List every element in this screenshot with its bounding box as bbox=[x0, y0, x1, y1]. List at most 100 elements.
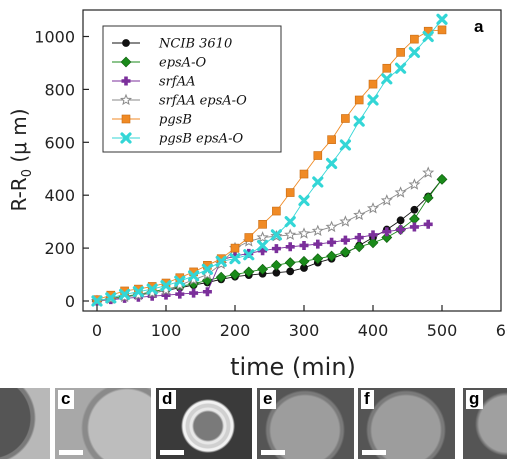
legend-label: pgsB epsA-O bbox=[159, 132, 243, 147]
data-point bbox=[147, 291, 157, 301]
data-point bbox=[354, 233, 364, 243]
data-point bbox=[339, 139, 351, 151]
data-point bbox=[215, 271, 227, 283]
data-point bbox=[436, 13, 448, 25]
legend: NCIB 3610 epsA-O srfAA srfAA epsA-O pgsB pgsB… bbox=[102, 25, 282, 153]
data-point bbox=[215, 255, 227, 267]
data-point bbox=[396, 48, 405, 57]
y-axis-title-main: R-R bbox=[7, 177, 31, 211]
data-point bbox=[270, 259, 282, 271]
legend-marker bbox=[122, 39, 130, 47]
data-point bbox=[410, 34, 419, 44]
data-point bbox=[353, 241, 365, 253]
data-point bbox=[366, 202, 380, 214]
data-point bbox=[298, 194, 310, 207]
legend-label: srfAA epsA-O bbox=[159, 94, 247, 109]
y-tick-label: 600 bbox=[44, 133, 75, 152]
y-tick-label: 800 bbox=[44, 80, 75, 99]
data-point bbox=[381, 73, 393, 85]
data-point bbox=[230, 251, 240, 261]
legend-label: epsA-O bbox=[159, 56, 206, 71]
y-tick-label: 400 bbox=[44, 186, 75, 205]
data-point bbox=[271, 244, 281, 254]
y-tick-label: 0 bbox=[65, 292, 75, 311]
x-tick-label: 400 bbox=[358, 321, 389, 340]
data-point bbox=[189, 288, 199, 298]
data-point bbox=[229, 253, 241, 265]
data-point bbox=[257, 239, 269, 252]
data-point bbox=[299, 169, 309, 179]
data-point bbox=[408, 46, 420, 58]
data-point bbox=[367, 237, 379, 249]
growth-chart: 0 100 200 300 400 500 600 0 200 400 600 800 1000 NCI… bbox=[7, 9, 507, 381]
data-point bbox=[174, 275, 186, 287]
data-point bbox=[243, 266, 255, 278]
micrograph-c: c bbox=[55, 388, 151, 459]
data-point bbox=[160, 280, 172, 292]
micrograph-b bbox=[0, 388, 50, 459]
axis-ticks: 0 100 200 300 400 500 600 0 200 400 600 800 1000 bbox=[34, 28, 507, 341]
panel-tag: d bbox=[159, 390, 177, 409]
data-point bbox=[119, 288, 131, 300]
data-point bbox=[326, 157, 338, 170]
x-tick-label: 100 bbox=[151, 321, 182, 340]
data-point bbox=[408, 178, 421, 190]
y-axis-title: R-R0 (μ m) bbox=[7, 108, 35, 211]
scale-bar bbox=[160, 450, 184, 455]
data-point bbox=[380, 194, 393, 206]
series-5 bbox=[91, 13, 448, 307]
legend-box bbox=[102, 25, 282, 153]
data-point bbox=[91, 295, 103, 307]
data-point bbox=[105, 292, 117, 304]
series-4 bbox=[92, 25, 447, 304]
data-point bbox=[422, 166, 435, 178]
micrograph-f: f bbox=[358, 388, 455, 459]
data-point bbox=[353, 115, 365, 127]
legend-marker bbox=[121, 114, 131, 124]
data-point bbox=[325, 220, 338, 233]
data-point bbox=[327, 135, 336, 144]
data-point bbox=[297, 227, 311, 239]
data-point bbox=[382, 227, 392, 237]
data-point bbox=[257, 263, 269, 275]
data-point bbox=[284, 257, 296, 269]
data-point bbox=[312, 253, 324, 265]
legend-marker bbox=[121, 76, 131, 86]
data-point bbox=[368, 79, 378, 89]
data-point bbox=[202, 287, 212, 297]
data-point bbox=[258, 246, 268, 256]
data-point bbox=[244, 233, 254, 242]
data-point bbox=[230, 243, 240, 253]
x-tick-label: 300 bbox=[289, 321, 320, 340]
data-point bbox=[229, 269, 241, 280]
data-series bbox=[90, 13, 448, 307]
colony-image bbox=[0, 388, 50, 459]
data-point bbox=[161, 290, 171, 300]
data-point bbox=[327, 237, 337, 247]
data-point bbox=[284, 228, 297, 241]
data-point bbox=[201, 263, 213, 275]
legend-label: srfAA bbox=[159, 75, 195, 90]
scale-bar bbox=[362, 450, 386, 455]
data-point bbox=[256, 231, 269, 243]
panel-tag: c bbox=[58, 390, 75, 409]
data-point bbox=[410, 205, 419, 214]
data-point bbox=[298, 255, 310, 267]
x-axis-title: time (min) bbox=[230, 353, 356, 381]
data-point bbox=[258, 219, 267, 229]
data-point bbox=[284, 216, 296, 228]
data-point bbox=[341, 114, 350, 123]
data-point bbox=[436, 173, 448, 185]
micrograph-d: d bbox=[156, 388, 252, 459]
data-point bbox=[312, 176, 324, 188]
y-tick-label: 1000 bbox=[34, 28, 75, 47]
data-point bbox=[396, 216, 405, 225]
data-point bbox=[299, 240, 309, 250]
legend-label: pgsB bbox=[159, 113, 192, 128]
scale-bar bbox=[59, 450, 83, 455]
data-point bbox=[394, 186, 407, 198]
data-point bbox=[272, 206, 281, 216]
legend-label: NCIB 3610 bbox=[158, 37, 232, 52]
data-point bbox=[286, 267, 295, 276]
data-point bbox=[368, 230, 378, 240]
